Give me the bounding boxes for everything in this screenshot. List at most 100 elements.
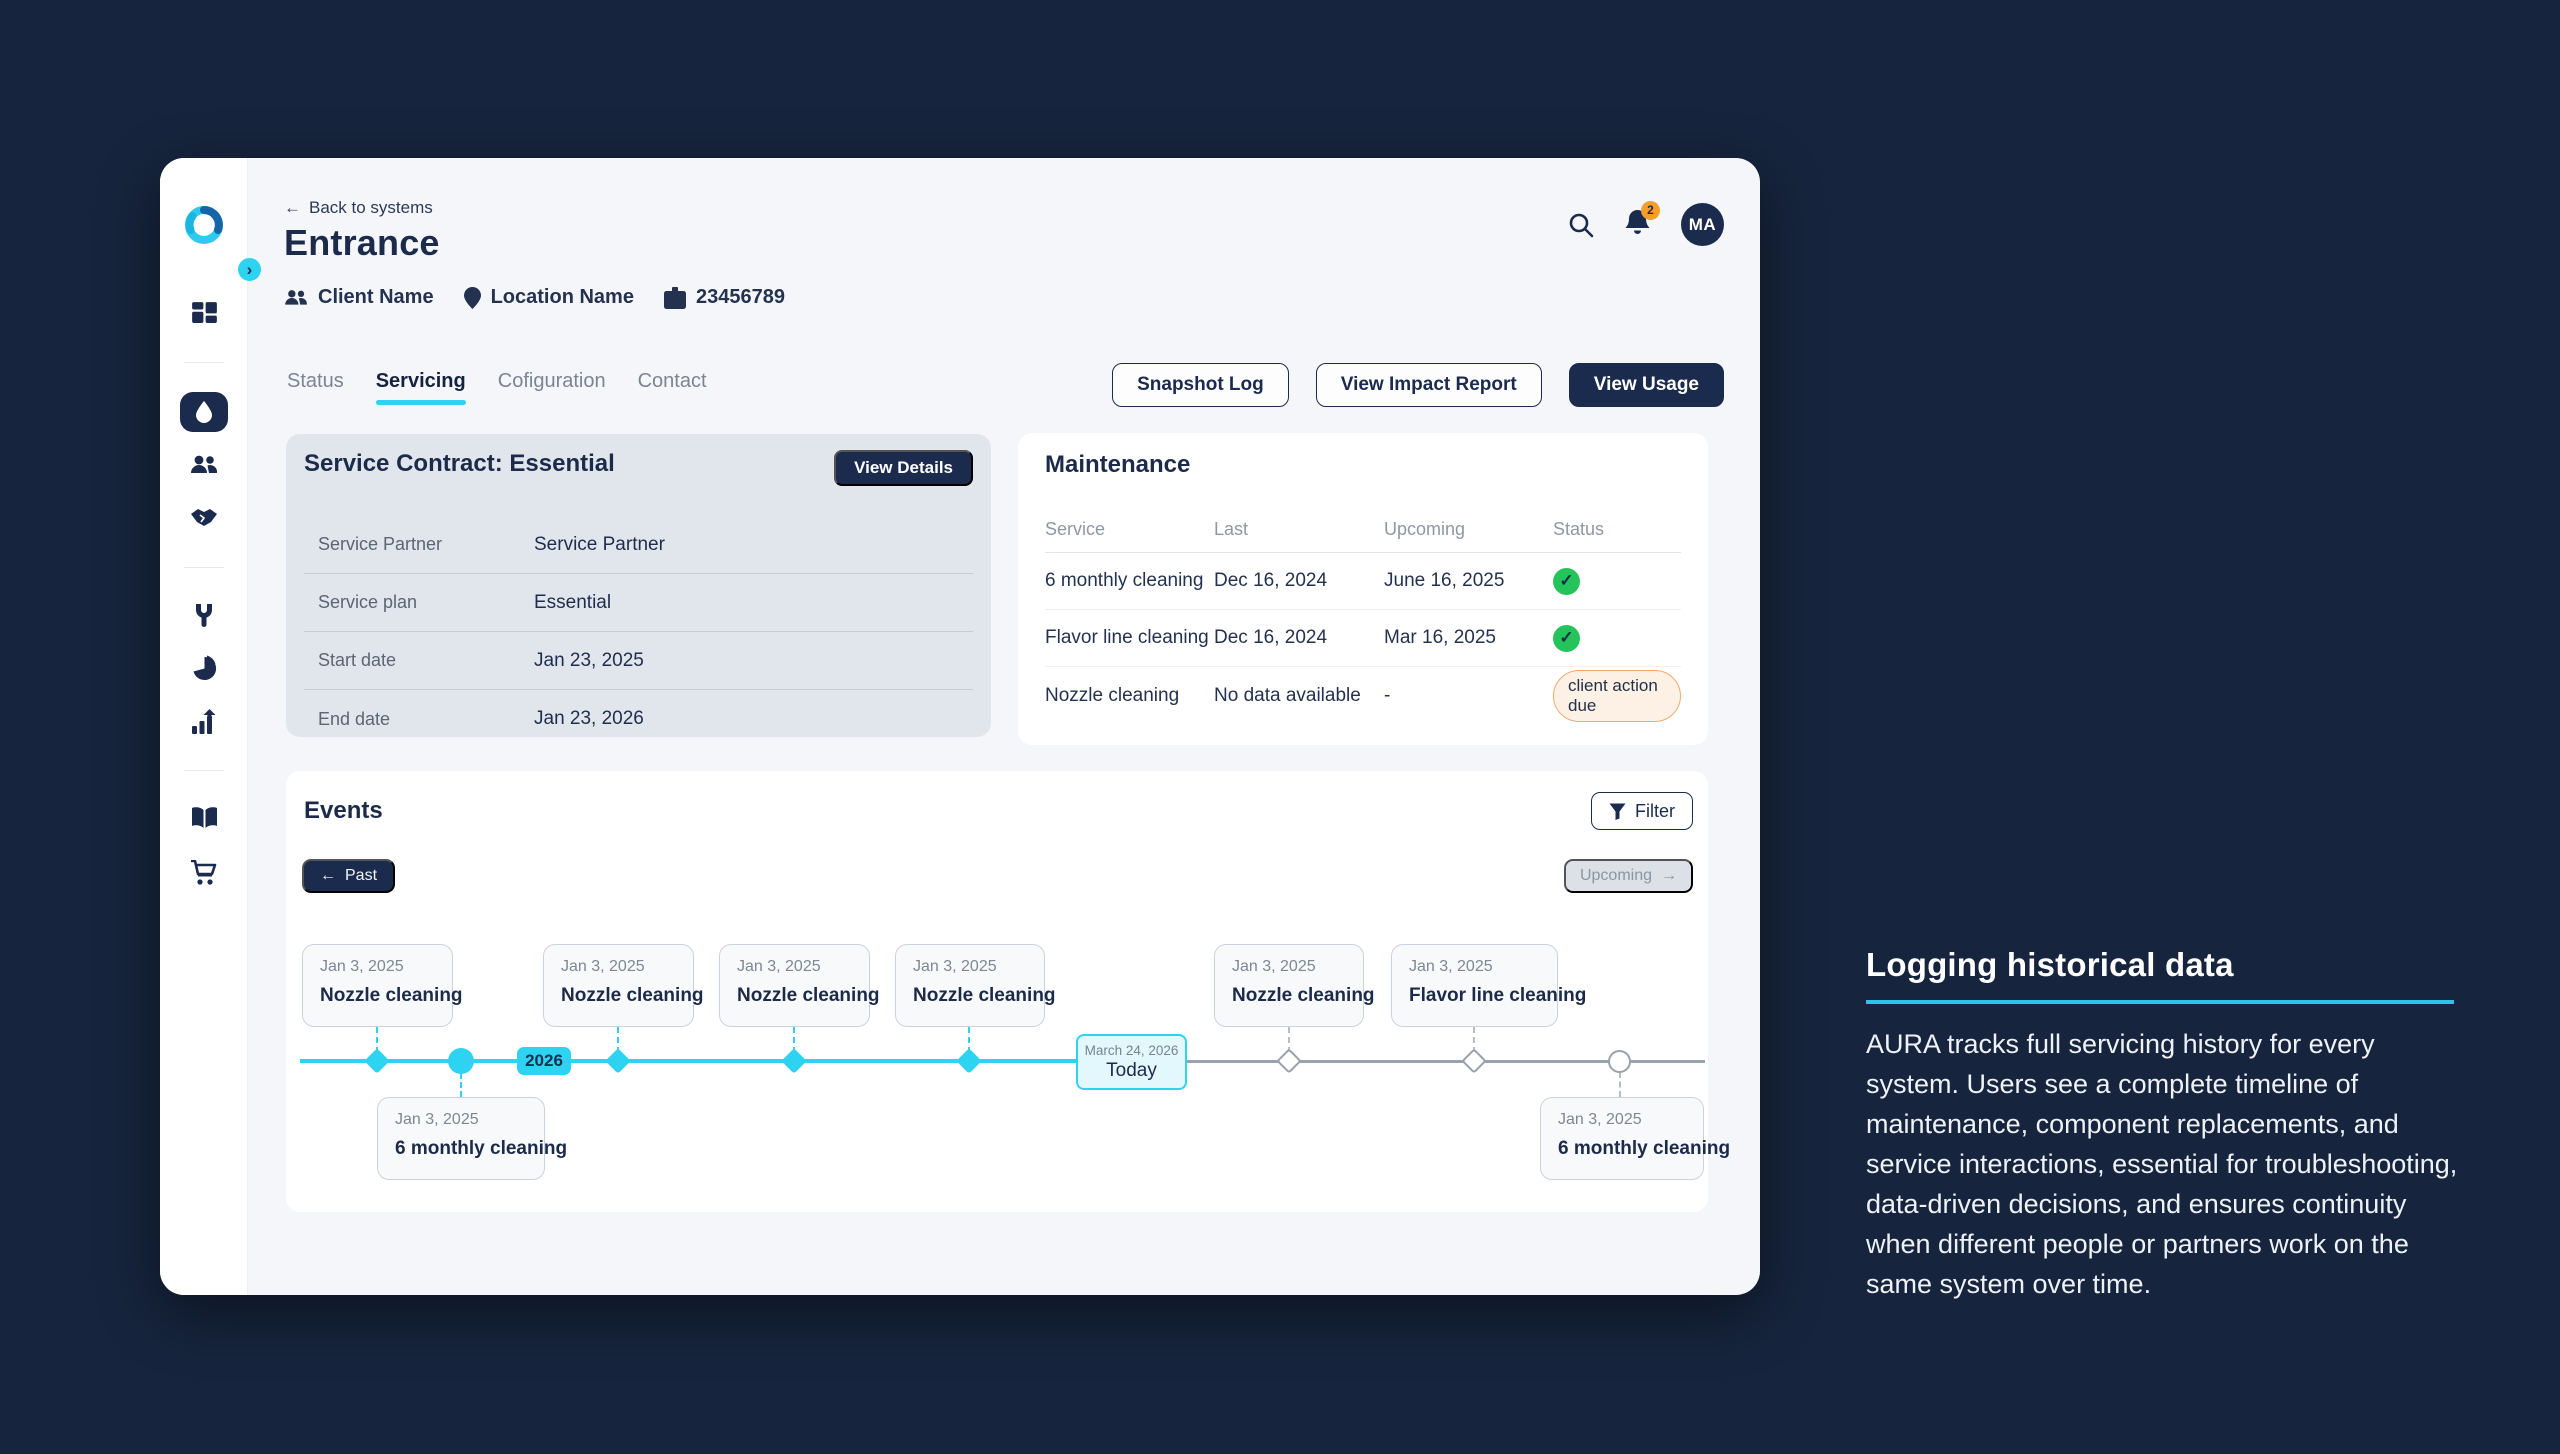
timeline-connector [1473, 1027, 1475, 1053]
event-card[interactable]: Jan 3, 2025 Nozzle cleaning [895, 944, 1056, 1027]
event-date: Jan 3, 2025 [913, 958, 997, 975]
service-contract-title: Service Contract: Essential [304, 450, 615, 477]
timeline-circle-marker[interactable] [448, 1048, 474, 1074]
timeline-line-future [1187, 1060, 1705, 1063]
event-date: Jan 3, 2025 [320, 958, 404, 975]
past-button[interactable]: ← Past [302, 859, 396, 893]
back-arrow-icon: ← [284, 198, 301, 217]
event-title: 6 monthly cleaning [395, 1138, 568, 1159]
funnel-icon [1609, 803, 1626, 820]
filter-button[interactable]: Filter [1591, 792, 1693, 830]
timeline-diamond-marker[interactable] [364, 1048, 390, 1074]
sidebar-item-service[interactable] [160, 602, 248, 628]
sidebar-divider [184, 567, 224, 568]
timeline-diamond-marker[interactable] [605, 1048, 631, 1074]
location-name: Location Name [490, 286, 634, 308]
notification-count-badge: 2 [1641, 200, 1660, 220]
row-value: Essential [534, 591, 612, 613]
timeline-diamond-marker[interactable] [1276, 1048, 1302, 1074]
event-card[interactable]: Jan 3, 2025 Nozzle cleaning [719, 944, 880, 1027]
event-date: Jan 3, 2025 [1558, 1111, 1642, 1128]
annotation-heading: Logging historical data [1866, 946, 2234, 983]
row-value: Service Partner [534, 533, 665, 555]
arrow-left-icon: ← [320, 867, 336, 884]
event-date: Jan 3, 2025 [1232, 958, 1316, 975]
app-window: › ← Back to systems Entrance Client Name… [160, 158, 1760, 1295]
back-to-systems-link[interactable]: ← Back to systems [284, 198, 433, 218]
cell-last: No data available [1214, 684, 1361, 706]
location-item: Location Name [463, 286, 634, 309]
sidebar-item-knowledge[interactable] [160, 806, 248, 830]
view-impact-report-button[interactable]: View Impact Report [1315, 363, 1542, 407]
stats-growth-icon [192, 709, 216, 734]
sidebar-item-statistics[interactable] [160, 709, 248, 736]
row-label: Start date [318, 650, 397, 670]
timeline-diamond-marker[interactable] [1461, 1048, 1487, 1074]
tab-status[interactable]: Status [287, 370, 344, 392]
annotation-underline [1866, 1000, 2454, 1004]
location-pin-icon [463, 286, 481, 309]
timeline-diamond-marker[interactable] [781, 1048, 807, 1074]
action-buttons: Snapshot Log View Impact Report View Usa… [1112, 363, 1724, 407]
past-label: Past [345, 867, 378, 884]
timeline-circle-marker[interactable] [1608, 1050, 1631, 1073]
event-card[interactable]: Jan 3, 2025 Nozzle cleaning [543, 944, 704, 1027]
client-item: Client Name [284, 286, 434, 309]
row-value: Jan 23, 2025 [534, 649, 644, 671]
device-item: 23456789 [663, 286, 785, 309]
snapshot-log-button[interactable]: Snapshot Log [1112, 363, 1289, 407]
cell-service: Nozzle cleaning [1045, 684, 1180, 706]
upcoming-button[interactable]: Upcoming → [1563, 859, 1693, 893]
view-usage-button[interactable]: View Usage [1568, 363, 1724, 407]
timeline-diamond-marker[interactable] [956, 1048, 982, 1074]
timeline-connector [1619, 1072, 1621, 1097]
table-row: Service Partner Service Partner [304, 516, 973, 574]
sidebar-divider [184, 362, 224, 363]
client-people-icon [285, 289, 307, 305]
sidebar-collapse-button[interactable]: › [238, 258, 261, 281]
sidebar-item-systems-active[interactable] [180, 392, 228, 432]
sidebar-item-reports[interactable] [160, 655, 248, 682]
timeline-connector [793, 1027, 795, 1053]
tab-servicing[interactable]: Servicing [375, 370, 466, 405]
tab-contact[interactable]: Contact [637, 370, 707, 392]
search-icon[interactable] [1568, 212, 1594, 238]
event-title: 6 monthly cleaning [1558, 1138, 1731, 1159]
sidebar-item-dashboard[interactable] [160, 301, 248, 328]
sidebar-item-shop[interactable] [160, 860, 248, 886]
sidebar-item-partners[interactable] [160, 506, 248, 530]
row-label: Service Partner [318, 534, 443, 554]
tab-cofiguration[interactable]: Cofiguration [497, 370, 606, 392]
event-card[interactable]: Jan 3, 2025 6 monthly cleaning [377, 1097, 568, 1180]
check-icon: ✓ [1559, 628, 1574, 647]
today-date: March 24, 2026 [1084, 1042, 1179, 1058]
client-action-due-badge: client action due [1553, 669, 1681, 722]
table-row: End date Jan 23, 2026 [304, 690, 973, 748]
avatar[interactable]: MA [1681, 203, 1724, 246]
view-details-button[interactable]: View Details [834, 450, 973, 486]
event-card[interactable]: Jan 3, 2025 Nozzle cleaning [302, 944, 463, 1027]
event-card[interactable]: Jan 3, 2025 Flavor line cleaning [1391, 944, 1587, 1027]
annotation-paragraph: AURA tracks full servicing history for e… [1866, 1029, 2458, 1299]
events-card: Events Filter ← Past Upcoming → Jan 3, 2… [286, 771, 1731, 1212]
cell-last: Dec 16, 2024 [1214, 627, 1328, 648]
chevron-right-icon: › [246, 260, 253, 279]
event-title: Flavor line cleaning [1409, 985, 1587, 1006]
upcoming-label: Upcoming [1579, 867, 1652, 884]
dashboard-grid-icon [191, 302, 217, 323]
status-done-icon: ✓ [1553, 567, 1580, 595]
event-date: Jan 3, 2025 [1409, 958, 1493, 975]
cell-status: ✓ [1553, 624, 1681, 652]
sidebar-item-clients[interactable] [160, 453, 248, 477]
event-date: Jan 3, 2025 [395, 1111, 479, 1128]
row-label: Service plan [318, 592, 418, 612]
today-label: Today [1106, 1059, 1157, 1081]
cell-upcoming: June 16, 2025 [1384, 570, 1505, 591]
users-icon [191, 455, 218, 473]
event-card[interactable]: Jan 3, 2025 6 monthly cleaning [1540, 1097, 1731, 1180]
notifications-button[interactable]: 2 [1624, 200, 1660, 242]
event-title: Nozzle cleaning [561, 985, 704, 1006]
header-icons: 2 MA [1568, 200, 1724, 246]
client-name: Client Name [318, 286, 434, 308]
event-card[interactable]: Jan 3, 2025 Nozzle cleaning [1214, 944, 1375, 1027]
